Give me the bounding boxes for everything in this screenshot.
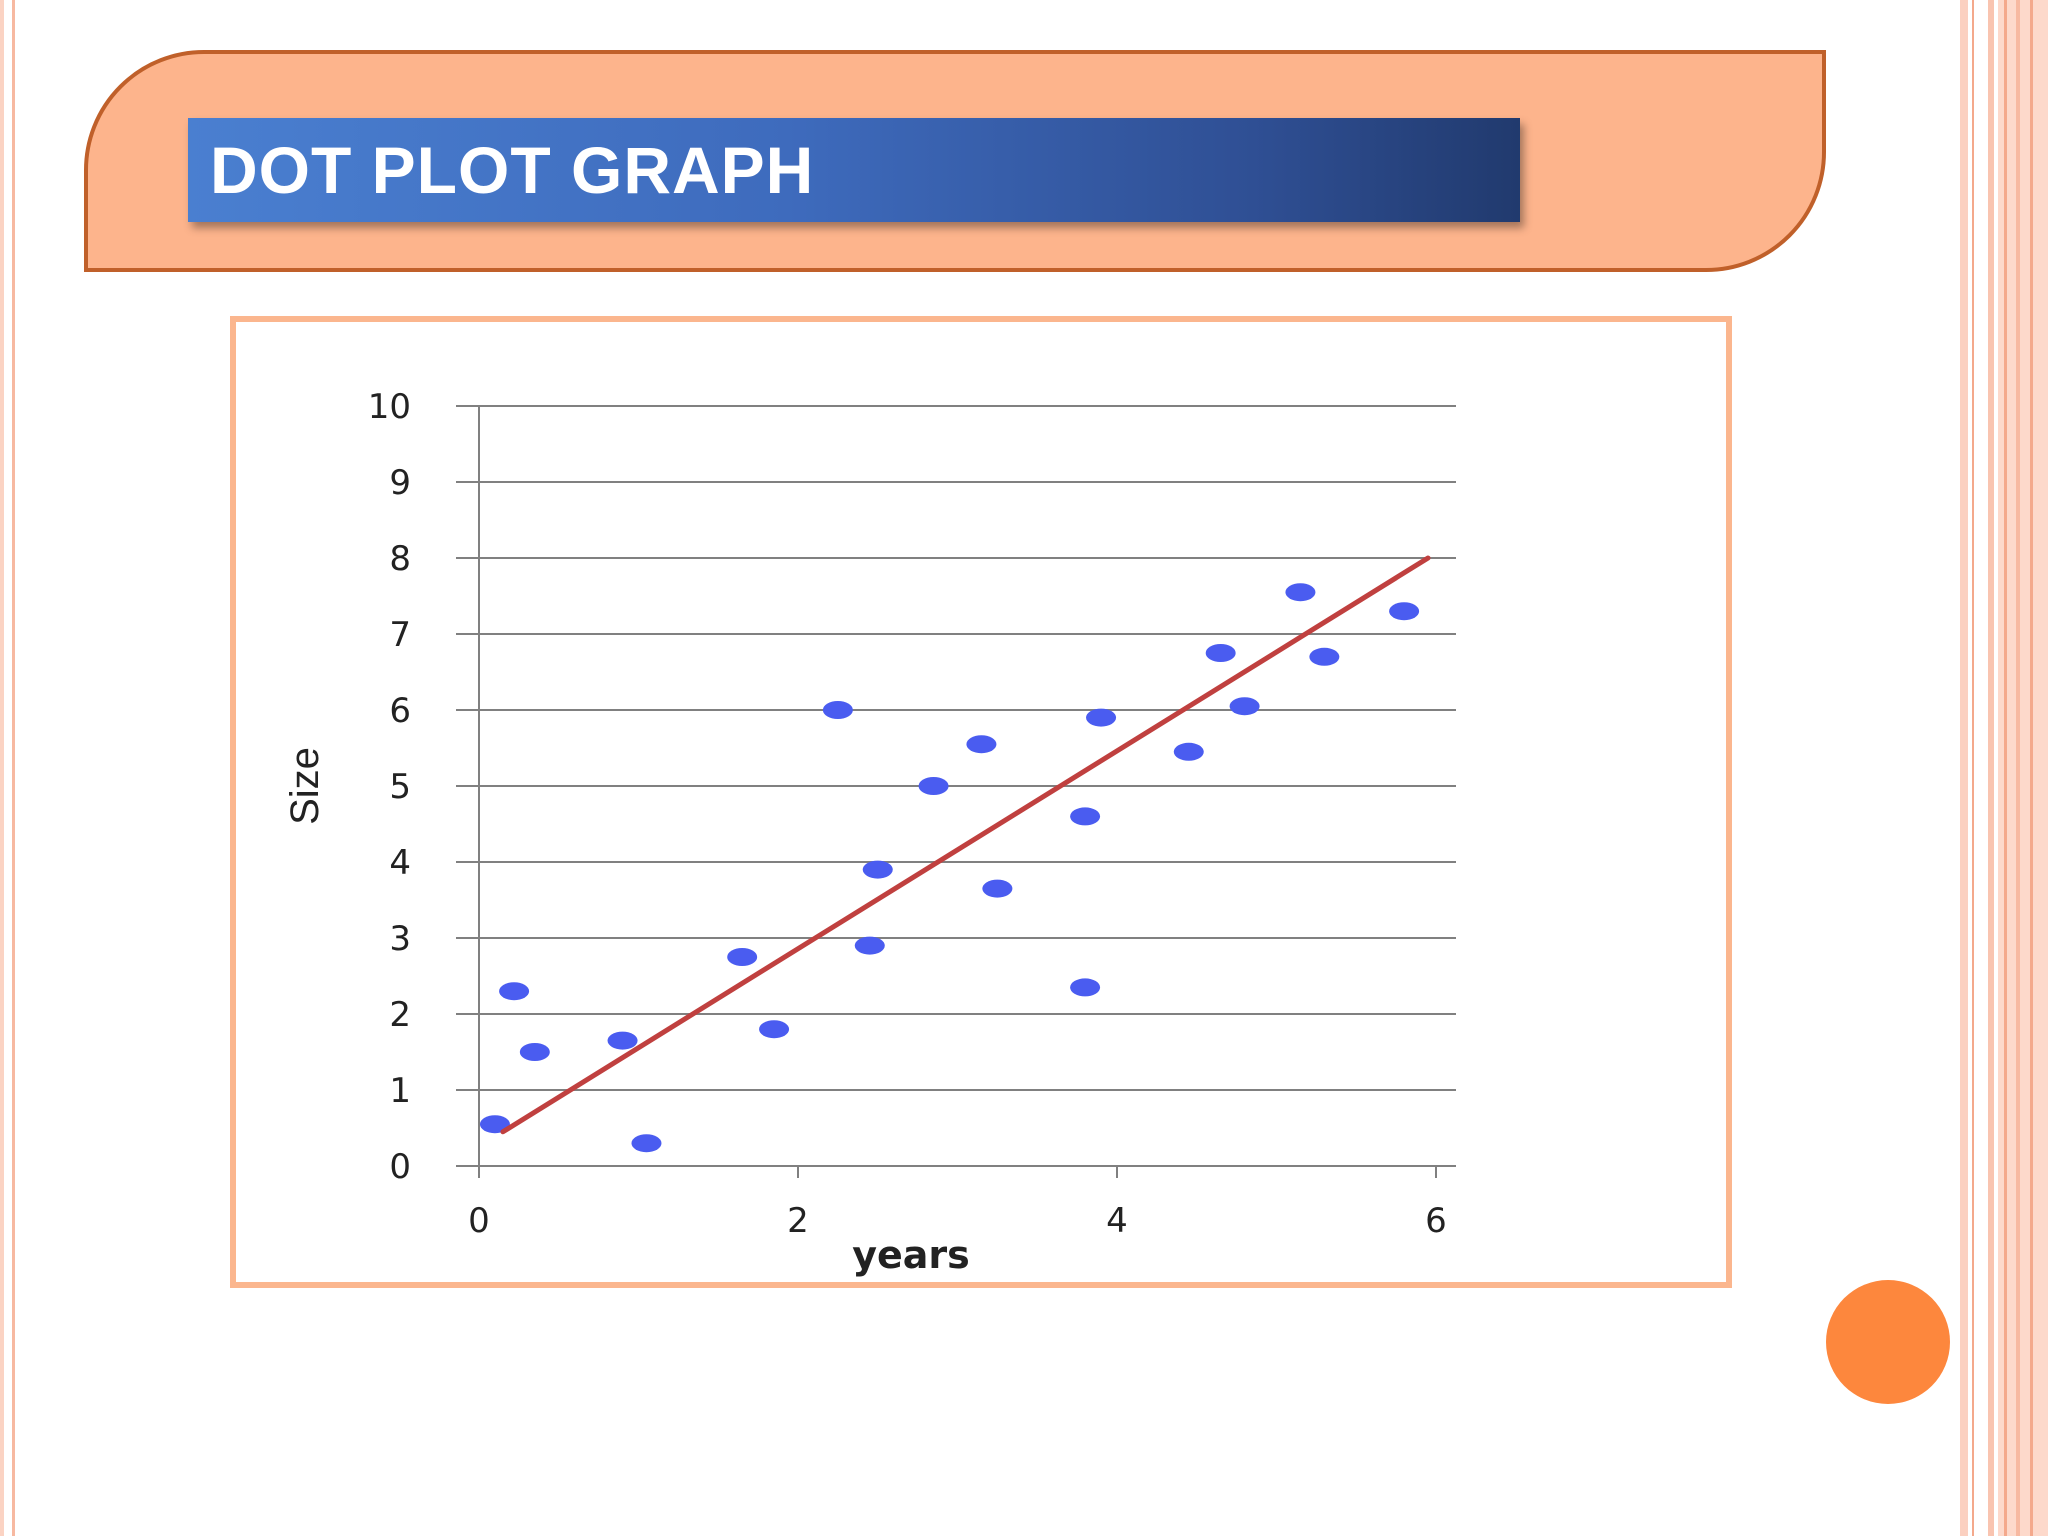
axis-layer xyxy=(478,406,1437,1178)
data-point xyxy=(1229,697,1260,716)
right-border-stripe xyxy=(2004,0,2007,1536)
data-point xyxy=(966,735,997,754)
data-point xyxy=(1086,708,1117,727)
data-point xyxy=(479,1115,510,1134)
data-point xyxy=(918,777,949,795)
y-tick-label: 0 xyxy=(389,1147,411,1187)
trend-line-layer xyxy=(500,555,1431,1135)
data-point xyxy=(1173,742,1204,761)
right-border-stripe xyxy=(2016,0,2020,1536)
y-tick-label: 7 xyxy=(389,615,411,655)
data-point xyxy=(1205,644,1236,662)
y-tick-label: 2 xyxy=(389,995,411,1035)
chart-frame: 0 1 2 3 4 5 6 7 8 9 10 0 2 4 6 years Size xyxy=(230,316,1732,1288)
data-point xyxy=(854,936,885,955)
right-border-stripe xyxy=(2030,0,2033,1536)
data-point xyxy=(822,701,853,719)
data-point xyxy=(1309,647,1340,666)
data-point xyxy=(1389,602,1420,621)
y-tick-label: 3 xyxy=(389,919,411,959)
decorative-circle xyxy=(1826,1280,1950,1404)
right-border-stripe xyxy=(1988,0,1994,1536)
data-point xyxy=(759,1020,790,1039)
scatter-chart: 0 1 2 3 4 5 6 7 8 9 10 0 2 4 6 years Size xyxy=(283,387,1456,1277)
x-tick-label: 2 xyxy=(787,1201,809,1241)
points-layer xyxy=(479,583,1420,1153)
data-point xyxy=(727,948,758,966)
left-border-stripe xyxy=(0,0,4,1536)
y-tick-label: 6 xyxy=(389,691,411,731)
data-point xyxy=(862,860,893,879)
data-point xyxy=(1070,807,1101,826)
data-point xyxy=(982,879,1013,898)
y-tick-label: 9 xyxy=(389,463,411,503)
label-layer: 0 1 2 3 4 5 6 7 8 9 10 0 2 4 6 years Size xyxy=(283,387,1447,1277)
data-point xyxy=(1070,978,1101,997)
data-point xyxy=(499,982,530,1001)
trend-line xyxy=(500,555,1431,1135)
y-tick-label: 8 xyxy=(389,539,411,579)
grid-layer xyxy=(456,405,1456,1167)
data-point xyxy=(607,1031,638,1050)
y-tick-label: 5 xyxy=(389,767,411,807)
x-tick-label: 6 xyxy=(1425,1201,1447,1241)
title-bar: DOT PLOT GRAPH xyxy=(188,118,1520,222)
data-point xyxy=(631,1134,662,1153)
x-tick-label: 4 xyxy=(1106,1201,1128,1241)
right-border-stripe xyxy=(1960,0,1968,1536)
y-tick-label: 4 xyxy=(389,843,411,883)
left-border-stripe xyxy=(12,0,15,1536)
right-border-stripe xyxy=(1972,0,1974,1536)
y-axis-label: Size xyxy=(283,747,327,825)
y-tick-label: 1 xyxy=(389,1071,411,1111)
x-axis-label: years xyxy=(852,1233,970,1277)
y-tick-label: 10 xyxy=(368,387,411,427)
data-point xyxy=(519,1043,550,1061)
x-tick-label: 0 xyxy=(468,1201,490,1241)
slide-title: DOT PLOT GRAPH xyxy=(210,133,815,207)
data-point xyxy=(1285,583,1316,602)
